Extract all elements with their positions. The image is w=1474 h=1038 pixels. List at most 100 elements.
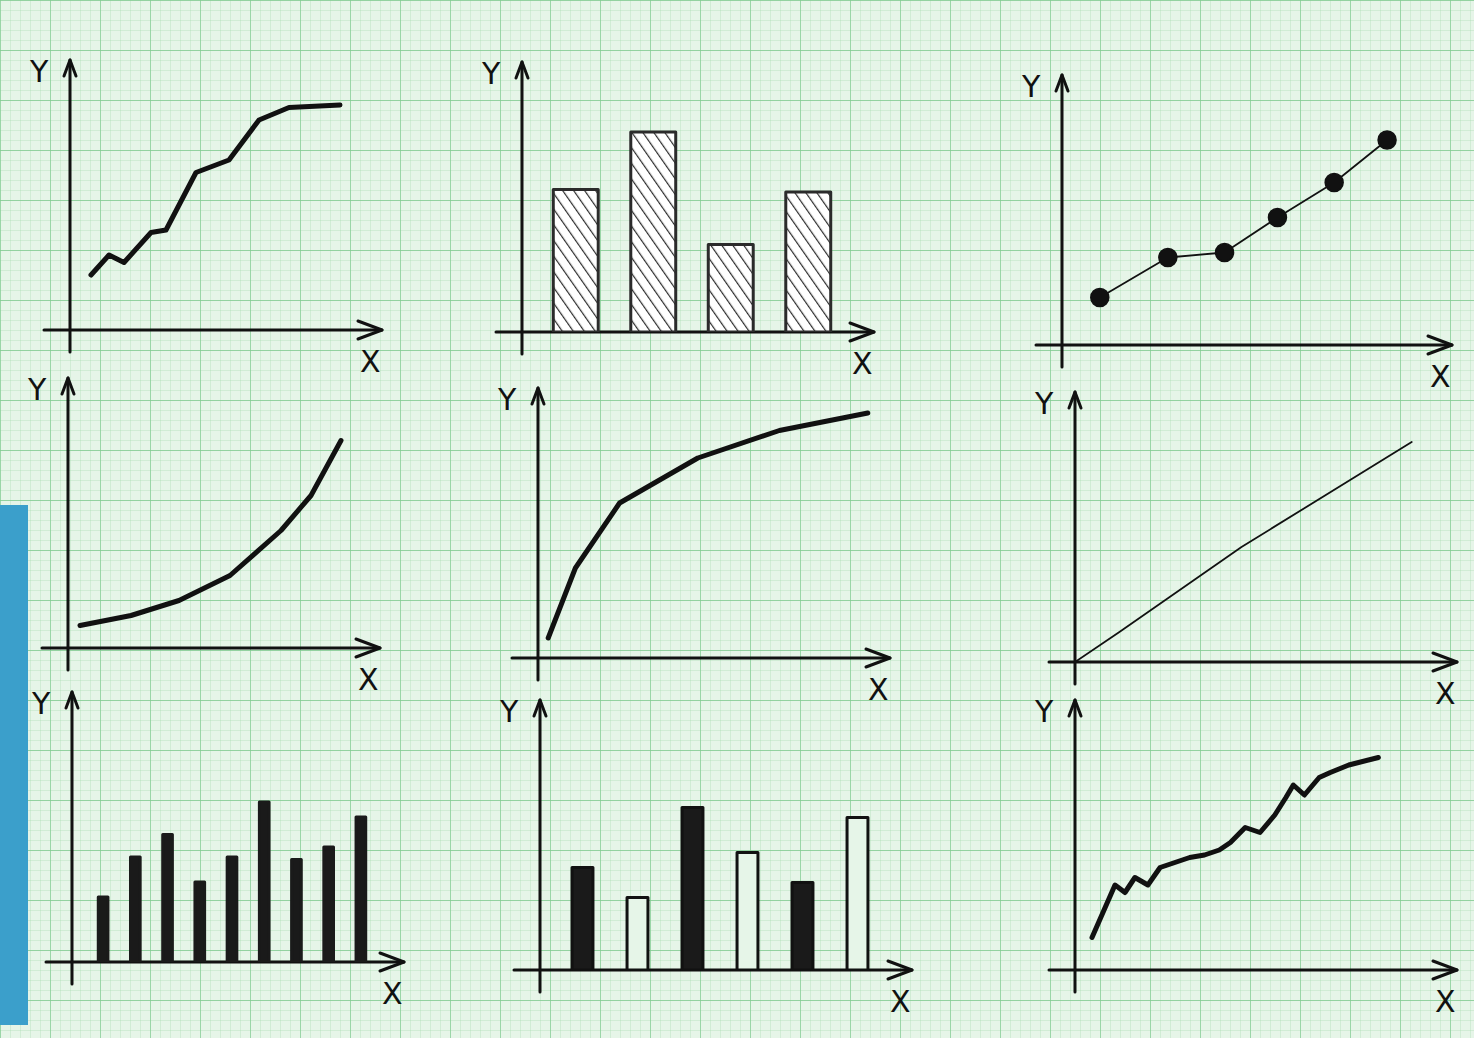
bar: [163, 835, 173, 963]
x-axis-arrow: [888, 961, 912, 979]
data-point: [1378, 131, 1396, 149]
bar: [786, 192, 831, 332]
x-axis-arrow: [866, 649, 890, 667]
data-line: [91, 105, 340, 275]
plot-marks: [91, 105, 340, 275]
bar: [737, 853, 758, 971]
chart-panel: YX: [1034, 694, 1457, 1019]
y-axis: [1061, 75, 1064, 367]
plot-marks: [80, 441, 341, 626]
x-axis: [1049, 969, 1457, 972]
bar: [631, 132, 676, 332]
bar: [792, 883, 813, 971]
y-axis-title: Y: [497, 382, 517, 417]
x-axis-arrow: [380, 953, 404, 971]
y-axis-arrow: [64, 60, 76, 76]
y-axis-arrow: [516, 62, 528, 78]
y-axis-arrow: [532, 388, 544, 404]
data-line: [1092, 758, 1378, 938]
x-axis-title: X: [1435, 984, 1456, 1019]
x-axis: [42, 647, 380, 650]
data-point: [1159, 249, 1177, 267]
chart-panel: YX: [1034, 386, 1457, 711]
side-bar: [0, 505, 28, 1025]
y-axis-arrow: [1069, 700, 1081, 716]
x-axis-arrow: [358, 321, 382, 339]
x-axis-title: X: [890, 984, 911, 1019]
chart-panel: YX: [497, 382, 890, 707]
y-axis: [71, 692, 74, 984]
x-axis-arrow: [1428, 336, 1452, 354]
bar: [195, 882, 205, 962]
x-axis: [44, 329, 382, 332]
y-axis-title: Y: [499, 694, 519, 729]
data-line: [1100, 140, 1387, 298]
bar: [227, 857, 237, 962]
x-axis-title: X: [1435, 676, 1456, 711]
x-axis-arrow: [1433, 653, 1457, 671]
bar: [708, 245, 753, 333]
bar: [627, 898, 648, 971]
plot-marks: [1092, 758, 1378, 938]
bar: [259, 802, 269, 962]
x-axis-title: X: [852, 346, 873, 381]
y-axis-arrow: [62, 378, 74, 394]
x-axis: [1049, 661, 1457, 664]
plot-marks: [572, 808, 868, 971]
data-line: [548, 413, 868, 638]
x-axis-arrow: [850, 323, 874, 341]
y-axis-title: Y: [1021, 69, 1041, 104]
x-axis: [1036, 344, 1452, 347]
y-axis-arrow: [534, 700, 546, 716]
x-axis-arrow: [356, 639, 380, 657]
y-axis: [67, 378, 70, 670]
y-axis: [521, 62, 524, 354]
y-axis: [537, 388, 540, 680]
chart-panel: YX: [1021, 69, 1452, 394]
bar: [292, 860, 302, 963]
bar: [553, 190, 598, 333]
chart-panel: YX: [481, 56, 874, 381]
y-axis: [69, 60, 72, 352]
plot-marks: [1075, 442, 1412, 662]
chart-panel: YX: [29, 54, 382, 379]
bar: [131, 857, 141, 962]
x-axis-title: X: [1430, 359, 1451, 394]
x-axis-arrow: [1433, 961, 1457, 979]
y-axis-title: Y: [1034, 694, 1054, 729]
y-axis: [539, 700, 542, 992]
bar: [682, 808, 703, 971]
data-point: [1091, 289, 1109, 307]
y-axis-title: Y: [1034, 386, 1054, 421]
y-axis-arrow: [66, 692, 78, 708]
data-point: [1268, 209, 1286, 227]
paper-grid: [0, 0, 1474, 1038]
bar: [324, 847, 334, 962]
bar: [847, 818, 868, 971]
chart-panel: YX: [499, 694, 912, 1019]
y-axis: [1074, 392, 1077, 684]
y-axis-arrow: [1069, 392, 1081, 408]
plot-marks: [548, 413, 868, 638]
x-axis-title: X: [358, 662, 379, 697]
data-line: [80, 441, 341, 626]
y-axis-title: Y: [481, 56, 501, 91]
y-axis-arrow: [1056, 75, 1068, 91]
data-point: [1216, 244, 1234, 262]
x-axis-title: X: [382, 976, 403, 1011]
x-axis-title: X: [868, 672, 889, 707]
bar: [356, 817, 366, 962]
data-line: [1075, 442, 1412, 662]
y-axis-title: Y: [31, 686, 51, 721]
plot-marks: [553, 132, 830, 332]
page: YXYXYXYXYXYXYXYXYX: [0, 0, 1474, 1038]
chart-panel: YX: [27, 372, 380, 697]
chart-panel: YX: [31, 686, 404, 1011]
bar: [572, 868, 593, 971]
y-axis: [1074, 700, 1077, 992]
plot-marks: [98, 802, 365, 962]
data-point: [1325, 174, 1343, 192]
y-axis-title: Y: [27, 372, 47, 407]
bar: [98, 897, 108, 962]
x-axis: [512, 657, 890, 660]
